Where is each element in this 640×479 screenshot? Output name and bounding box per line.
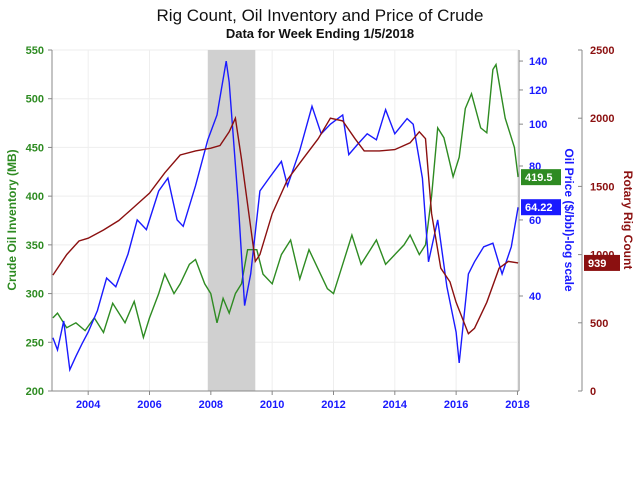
left-tick-label: 400 [26, 191, 44, 203]
series-line-left [52, 62, 519, 340]
left-tick-label: 450 [26, 142, 44, 154]
left-tick-label: 250 [26, 337, 44, 349]
x-tick-label: 2018 [505, 399, 529, 411]
last-value-badge [584, 254, 620, 271]
rig-tick-label: 2500 [590, 45, 614, 57]
last-value-label: 419.5 [525, 172, 553, 184]
rig-tick-label: 2000 [590, 113, 614, 125]
price-tick-label: 120 [529, 85, 547, 97]
x-tick-label: 2006 [137, 399, 161, 411]
rig-tick-label: 500 [590, 318, 608, 330]
last-value-badge [521, 199, 561, 216]
rig-tick-label: 0 [590, 386, 596, 398]
price-tick-label: 60 [529, 215, 541, 227]
series-line-right_inner [52, 60, 519, 373]
left-tick-label: 500 [26, 94, 44, 106]
price-tick-label: 40 [529, 291, 541, 303]
left-tick-label: 300 [26, 289, 44, 301]
x-tick-label: 2008 [199, 399, 223, 411]
last-value-badge [521, 169, 561, 186]
chart-subtitle: Data for Week Ending 1/5/2018 [226, 26, 414, 41]
price-tick-label: 100 [529, 119, 547, 131]
x-tick-label: 2016 [444, 399, 468, 411]
x-tick-label: 2014 [383, 399, 408, 411]
x-tick-label: 2010 [260, 399, 284, 411]
left-tick-label: 550 [26, 45, 44, 57]
last-value-label: 939 [588, 258, 606, 270]
x-tick-label: 2004 [76, 399, 101, 411]
rig-axis-label: Rotary Rig Count [621, 171, 635, 270]
left-tick-label: 350 [26, 240, 44, 252]
price-tick-label: 140 [529, 56, 547, 68]
price-axis-label: Oil Price ($/bbl)-log scale [562, 148, 576, 292]
x-tick-label: 2012 [321, 399, 345, 411]
series-line-right_outer [52, 115, 519, 335]
recession-shading [207, 50, 256, 391]
last-value-label: 64.22 [525, 202, 553, 214]
left-axis-label: Crude Oil Inventory (MB) [5, 149, 19, 290]
rig-tick-label: 1500 [590, 181, 614, 193]
chart-title: Rig Count, Oil Inventory and Price of Cr… [157, 6, 484, 25]
left-tick-label: 200 [26, 386, 44, 398]
